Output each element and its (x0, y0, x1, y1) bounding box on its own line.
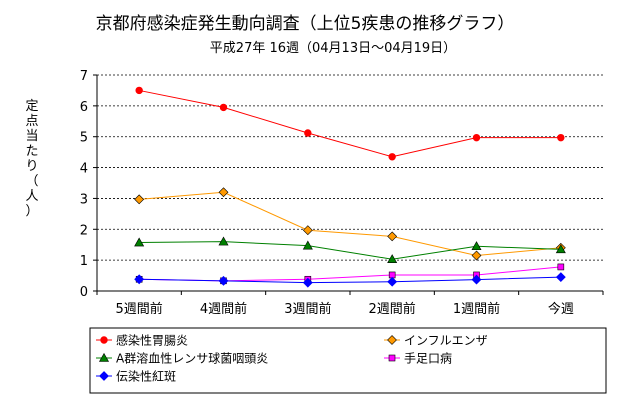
y-tick-label: 3 (80, 192, 88, 207)
gridlines (97, 74, 603, 261)
legend-marker (98, 352, 110, 362)
data-point (471, 241, 482, 251)
y-axis-label-char: ） (25, 204, 38, 219)
legend-item: インフルエンザ (384, 334, 488, 348)
y-tick-label: 6 (80, 100, 88, 115)
legend-label: 伝染性紅斑 (116, 369, 176, 384)
data-point (472, 133, 481, 142)
y-tick-label: 0 (80, 285, 88, 300)
y-tick-label: 7 (80, 69, 88, 84)
data-point (557, 263, 565, 271)
legend-item: 手足口病 (384, 351, 452, 366)
data-point (135, 86, 143, 95)
series-line (139, 276, 561, 284)
y-tick-label: 4 (80, 162, 88, 177)
x-tick-label: 4週間前 (200, 301, 247, 317)
data-point (218, 236, 229, 246)
y-axis-label-char: り (25, 159, 38, 174)
data-point (387, 231, 398, 242)
axes: 0 1 2 3 4 5 6 7 5週間前 4週間前 3週間前 2週間前 1週間前 今週 (80, 69, 604, 317)
y-axis-label-char: 当 (25, 129, 38, 144)
data-point (134, 274, 145, 285)
x-tick-label: 5週間前 (116, 301, 163, 317)
series-1 (134, 187, 566, 261)
data-point (471, 250, 482, 261)
series-line (139, 241, 561, 260)
legend-label: 感染性胃腸炎 (116, 333, 188, 348)
data-point (387, 254, 398, 264)
y-axis-label-char: た (25, 144, 38, 159)
chart-subtitle: 平成27年 16週（04月13日～04月19日） (210, 41, 456, 56)
series-line (139, 191, 561, 257)
series-2 (134, 236, 566, 264)
y-axis-label-char: 定 (25, 99, 38, 114)
legend-marker (99, 371, 109, 381)
legend-label: インフルエンザ (404, 334, 488, 348)
y-tick-label: 5 (80, 131, 88, 146)
data-point (134, 194, 145, 205)
legend-item: 伝染性紅斑 (96, 369, 176, 384)
series-layer (134, 86, 566, 288)
data-point (302, 277, 313, 288)
data-point (557, 133, 565, 142)
y-tick-label: 1 (80, 254, 88, 269)
chart-title: 京都府感染症発生動向調査（上位5疾患の推移グラフ） (96, 14, 515, 34)
legend-box (89, 327, 607, 394)
series-4 (134, 272, 566, 288)
y-axis-label-char: 点 (25, 114, 38, 129)
data-point (555, 272, 566, 283)
data-point (555, 244, 566, 254)
legend-marker (387, 335, 397, 345)
data-point (387, 276, 398, 287)
series-line (139, 89, 561, 158)
x-tick-label: 今週 (548, 301, 574, 317)
data-point (218, 187, 229, 198)
x-tick-label: 3週間前 (284, 301, 331, 317)
y-tick-label: 2 (80, 223, 88, 238)
data-point (471, 274, 482, 285)
data-point (302, 225, 313, 236)
data-point (388, 153, 396, 161)
data-point (302, 240, 313, 250)
legend-marker (100, 336, 108, 344)
y-axis-label-char: 人 (25, 189, 38, 204)
data-point (134, 237, 145, 247)
data-point (219, 103, 228, 112)
legend-marker (388, 354, 396, 362)
data-point (304, 129, 312, 137)
legend-label: A群溶血性レンサ球菌咽頭炎 (116, 351, 268, 366)
legend-item: 感染性胃腸炎 (96, 333, 188, 348)
data-point (218, 275, 229, 286)
legend-item: A群溶血性レンサ球菌咽頭炎 (96, 351, 268, 366)
y-axis-label-char: （ (25, 174, 38, 189)
x-tick-label: 2週間前 (369, 301, 416, 317)
x-tick-label: 1週間前 (453, 301, 500, 317)
series-0 (135, 86, 565, 161)
legend-label: 手足口病 (404, 351, 452, 366)
